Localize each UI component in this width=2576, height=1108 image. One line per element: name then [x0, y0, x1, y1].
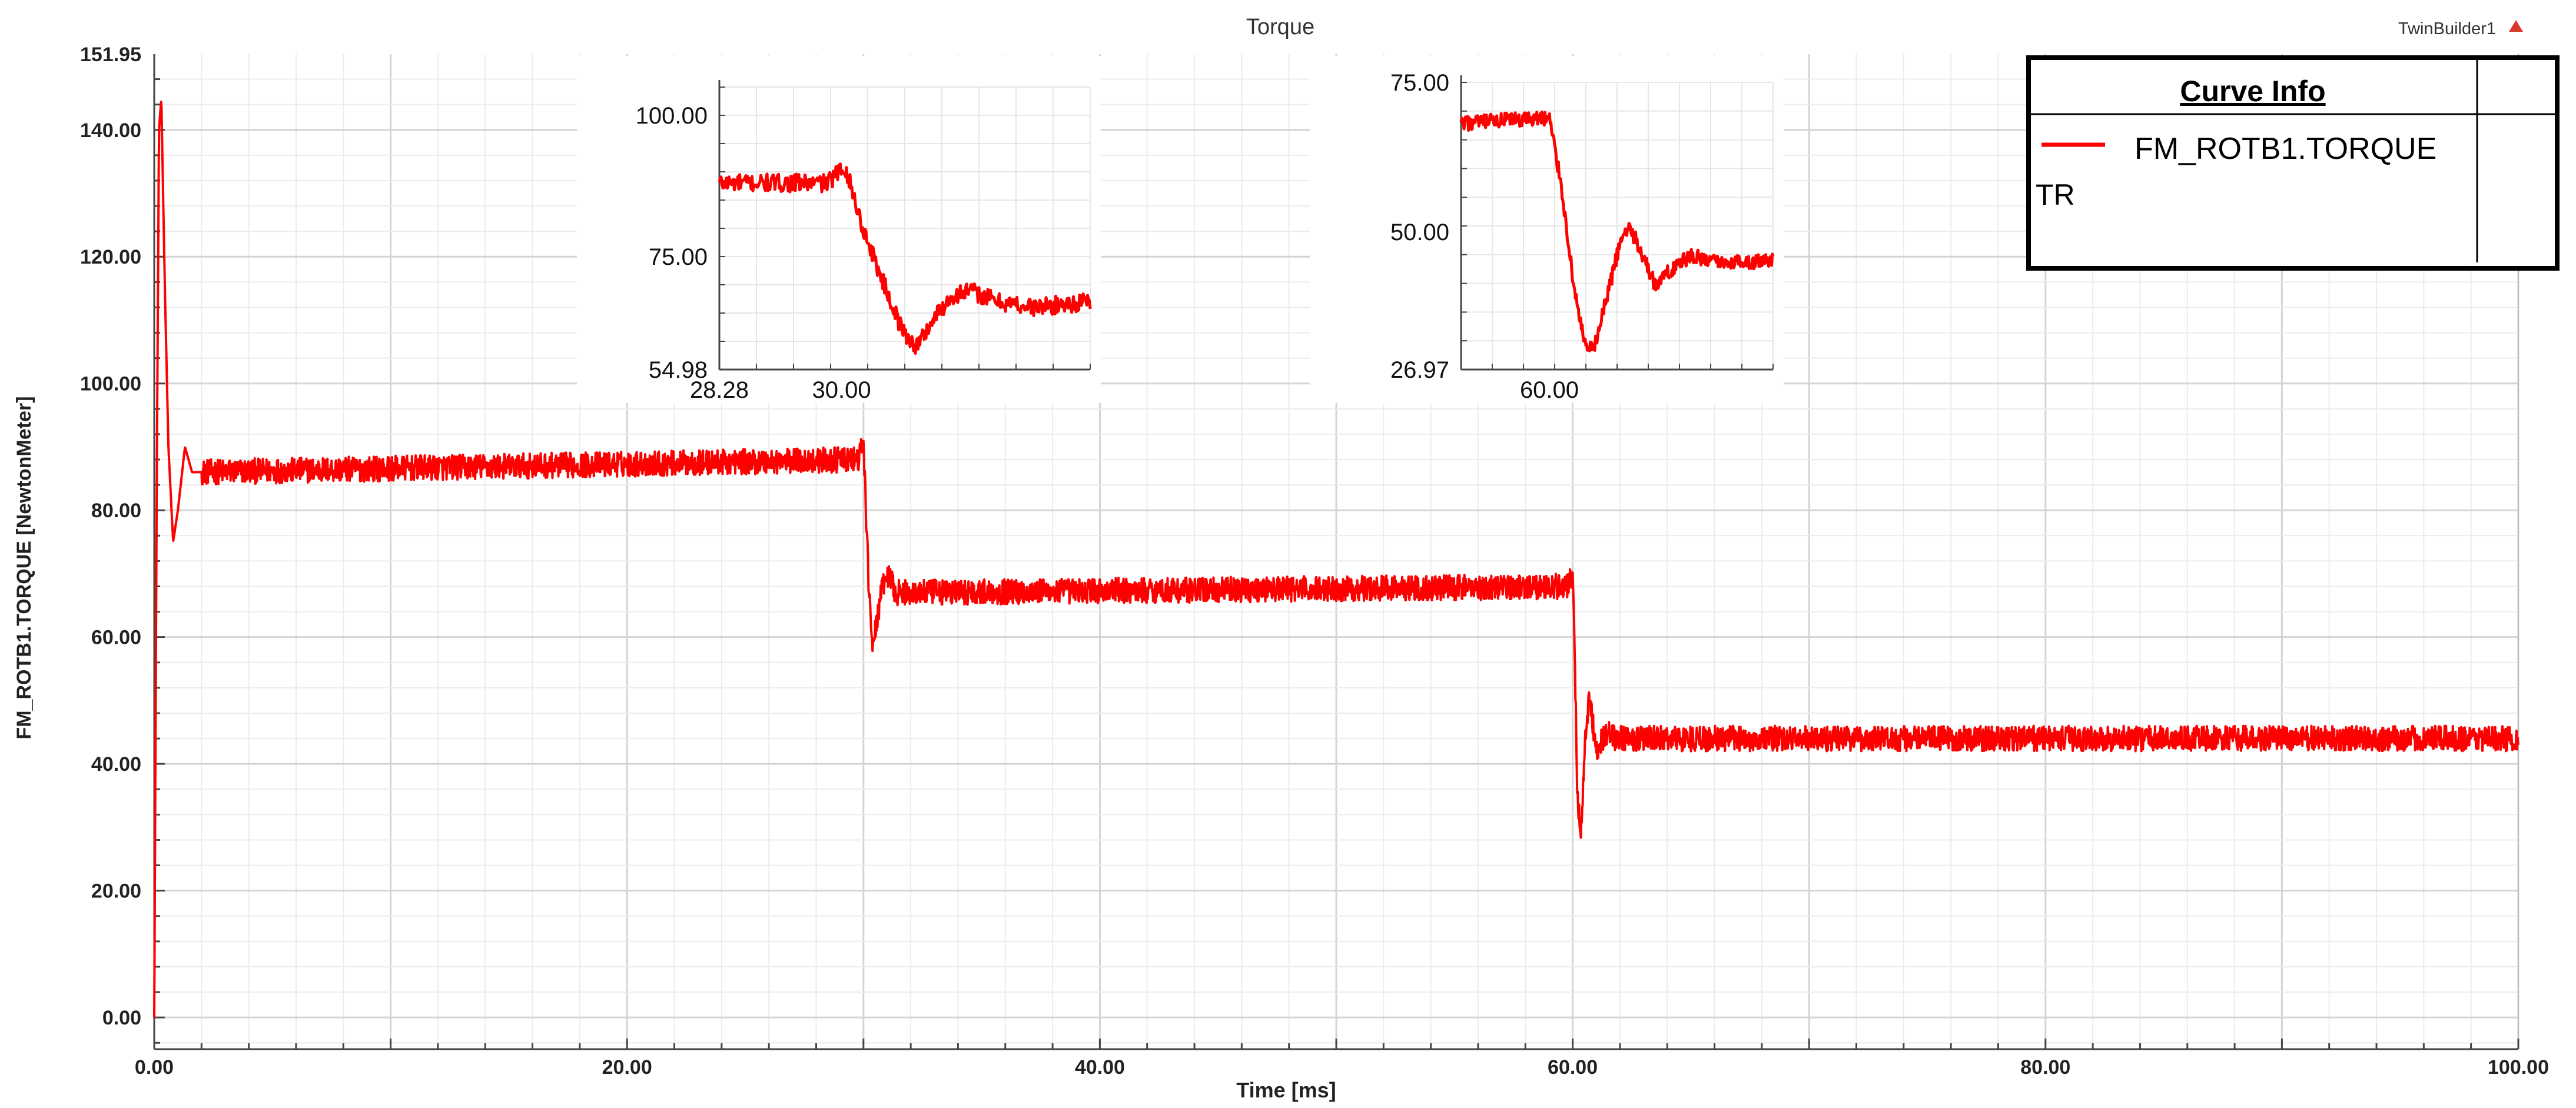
- y-axis-label: FM_ROTB1.TORQUE [NewtonMeter]: [13, 396, 35, 739]
- x-tick-label: 100.00: [2488, 1056, 2549, 1079]
- y-tick-label: 120.00: [80, 246, 141, 268]
- legend-frame: [2026, 55, 2560, 271]
- main-axes: 0.00 20.00 40.00 60.00 80.00 100.00 0.00 20.00 4…: [80, 44, 2549, 1079]
- inset-y-tick-label: 75.00: [1390, 70, 1449, 96]
- x-tick-label: 60.00: [1548, 1056, 1598, 1079]
- y-tick-label: 40.00: [91, 753, 141, 776]
- y-tick-label: 100.00: [80, 373, 141, 395]
- y-tick-label: 60.00: [91, 627, 141, 649]
- inset-series-line: [1459, 110, 1775, 352]
- curve-info-legend[interactable]: Curve Info FM_ROTB1.TORQUE TR: [2026, 55, 2560, 271]
- inset-x-tick-label: 28.28: [690, 377, 749, 403]
- inset-y-tick-label: 50.00: [1390, 219, 1449, 245]
- inset-right-plot: 60.00 26.97 50.00 75.00: [1310, 56, 1784, 403]
- inset-background: [577, 56, 1101, 403]
- red-triangle-icon[interactable]: [2509, 20, 2523, 32]
- inset-left-plot: 28.28 30.00 54.98 75.00 100.00: [577, 56, 1101, 403]
- y-tick-label: 140.00: [80, 119, 141, 142]
- main-series-layer: [153, 101, 2519, 1018]
- legend-entry: FM_ROTB1.TORQUE: [2135, 132, 2436, 166]
- legend-entry-sub: TR: [2036, 178, 2075, 211]
- twinbuilder-label: TwinBuilder1: [2398, 19, 2496, 38]
- series-line-fm-rotb1-torque: [153, 101, 2519, 1018]
- x-tick-label: 80.00: [2020, 1056, 2070, 1079]
- x-axis-label: Time [ms]: [1236, 1078, 1336, 1102]
- x-tick-label: 20.00: [602, 1056, 652, 1079]
- y-tick-label: 151.95: [80, 44, 141, 66]
- inset-y-tick-label: 75.00: [649, 244, 708, 270]
- y-tick-label: 0.00: [102, 1007, 141, 1029]
- inset-y-tick-label: 54.98: [649, 357, 708, 383]
- chart-title: Torque: [1246, 15, 1314, 39]
- inset-x-tick-label: 30.00: [812, 377, 871, 403]
- y-tick-label: 80.00: [91, 500, 141, 522]
- inset-y-tick-label: 26.97: [1390, 357, 1449, 383]
- inset-series-line: [718, 162, 1092, 355]
- inset-background: [1310, 56, 1784, 403]
- legend-title: Curve Info: [2180, 75, 2325, 108]
- x-tick-label: 0.00: [135, 1056, 174, 1079]
- x-tick-label: 40.00: [1075, 1056, 1125, 1079]
- inset-x-tick-label: 60.00: [1520, 377, 1579, 403]
- inset-y-tick-label: 100.00: [636, 103, 708, 129]
- y-tick-label: 20.00: [91, 880, 141, 903]
